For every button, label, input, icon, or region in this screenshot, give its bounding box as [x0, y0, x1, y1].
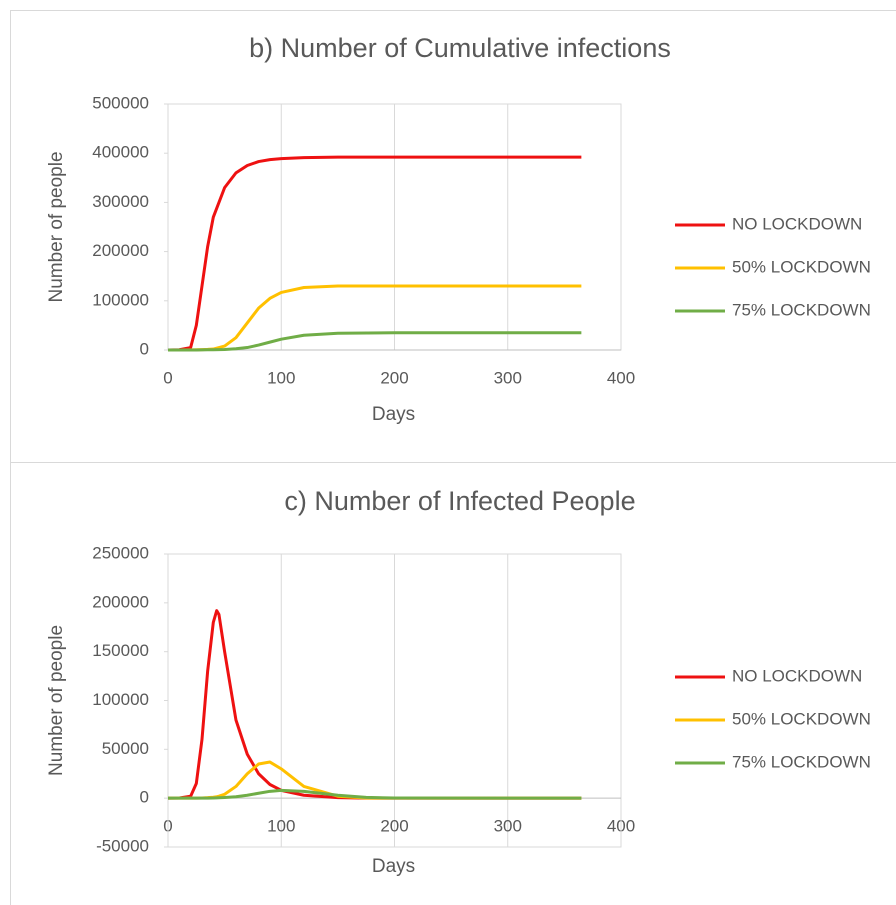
x-axis-title: Days	[372, 856, 415, 877]
x-tick-label: 300	[494, 368, 522, 387]
legend-label: NO LOCKDOWN	[732, 214, 862, 233]
legend-label: 50% LOCKDOWN	[732, 709, 871, 728]
chart-frame	[10, 10, 896, 463]
x-tick-label: 300	[494, 817, 522, 836]
data-line	[168, 788, 582, 800]
legend-label: 75% LOCKDOWN	[732, 300, 871, 319]
y-axis-title: Number of people	[46, 625, 67, 776]
y-tick-label: 0	[140, 339, 149, 358]
x-tick-label: 100	[267, 817, 295, 836]
y-tick-label: 200000	[92, 592, 149, 611]
y-tick-label: 50000	[102, 739, 149, 758]
y-tick-label: 0	[140, 788, 149, 807]
chart-title: c) Number of Infected People	[284, 486, 635, 516]
x-tick-label: 400	[607, 368, 635, 387]
y-tick-label: 200000	[92, 241, 149, 260]
y-tick-label: 500000	[92, 93, 149, 112]
data-line	[168, 760, 582, 800]
chart-frame	[10, 462, 896, 905]
x-tick-label: 100	[267, 368, 295, 387]
y-tick-label: 300000	[92, 192, 149, 211]
y-tick-label: 100000	[92, 690, 149, 709]
data-line	[167, 609, 582, 800]
data-line	[168, 284, 582, 352]
y-tick-label: 250000	[92, 543, 149, 562]
y-tick-label: 400000	[92, 143, 149, 162]
y-axis-title: Number of people	[46, 151, 67, 302]
x-tick-label: 200	[380, 368, 408, 387]
data-line	[167, 155, 582, 352]
y-tick-label: 100000	[92, 290, 149, 309]
x-tick-label: 200	[380, 817, 408, 836]
y-tick-label: 150000	[92, 641, 149, 660]
x-tick-label: 0	[163, 368, 172, 387]
x-axis-title: Days	[372, 404, 415, 425]
y-tick-label: -50000	[96, 836, 149, 855]
chart-title: b) Number of Cumulative infections	[249, 33, 671, 63]
legend-label: 50% LOCKDOWN	[732, 257, 871, 276]
legend-label: NO LOCKDOWN	[732, 666, 862, 685]
data-line	[168, 331, 582, 352]
legend-label: 75% LOCKDOWN	[732, 752, 871, 771]
